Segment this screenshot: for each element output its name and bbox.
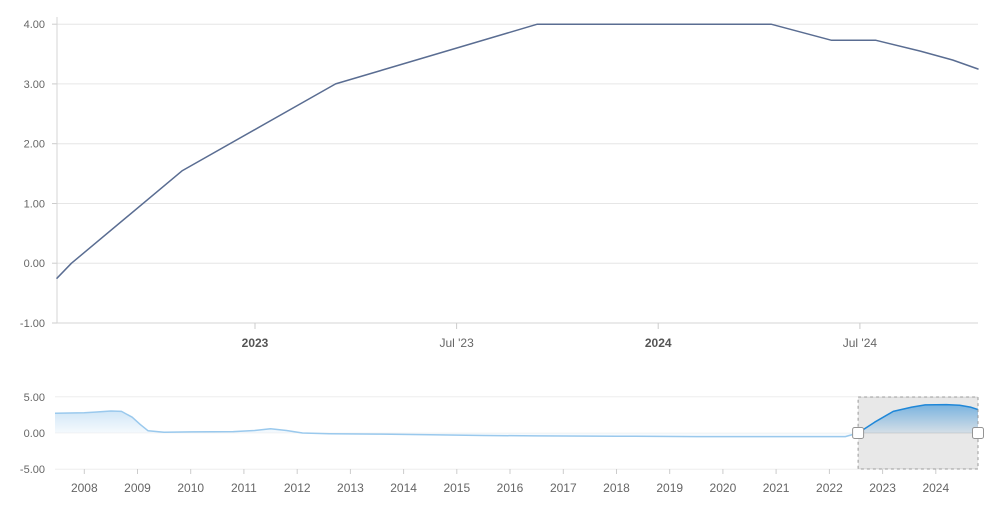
- navigator-handle-right[interactable]: [972, 427, 984, 439]
- navigator-x-axis-label: 2021: [763, 481, 790, 495]
- navigator-x-axis-label: 2010: [177, 481, 204, 495]
- navigator-x-axis-label: 2023: [869, 481, 896, 495]
- y-axis-label: -1.00: [20, 318, 45, 330]
- navigator-x-axis-label: 2012: [284, 481, 311, 495]
- navigator-x-axis-label: 2019: [656, 481, 683, 495]
- navigator-y-axis-label: 5.00: [24, 392, 45, 404]
- y-axis-label: 2.00: [24, 139, 45, 151]
- x-axis-label: Jul '24: [843, 336, 878, 350]
- navigator-x-axis-label: 2016: [497, 481, 524, 495]
- navigator-x-axis-label: 2024: [922, 481, 949, 495]
- navigator-x-axis-label: 2017: [550, 481, 577, 495]
- navigator-x-axis-label: 2009: [124, 481, 151, 495]
- navigator-x-axis-label: 2020: [710, 481, 737, 495]
- navigator-x-axis-label: 2014: [390, 481, 417, 495]
- y-axis-label: 4.00: [24, 19, 45, 31]
- navigator-x-axis-label: 2008: [71, 481, 98, 495]
- navigator-handle-left[interactable]: [852, 427, 865, 439]
- navigator-mask-outside: [55, 397, 859, 469]
- navigator-y-axis-label: -5.00: [20, 464, 45, 476]
- main-series-line[interactable]: [56, 23, 979, 279]
- x-axis-label: 2024: [645, 336, 672, 350]
- x-axis-label: Jul '23: [439, 336, 474, 350]
- navigator-x-axis-label: 2022: [816, 481, 843, 495]
- navigator-pane[interactable]: 5.00 0.00 -5.00 2008 2009 2010 2011 2012 2013 201…: [20, 392, 984, 495]
- y-axis-label: 1.00: [24, 199, 45, 211]
- y-axis-label: 3.00: [24, 79, 45, 91]
- navigator-x-axis-label: 2018: [603, 481, 630, 495]
- x-axis-label: 2023: [242, 336, 269, 350]
- navigator-y-axis-label: 0.00: [24, 428, 45, 440]
- main-chart-pane[interactable]: 4.00 3.00 2.00 1.00 0.00 -1.00 2023 Jul '23 2024…: [20, 17, 979, 350]
- y-axis-label: 0.00: [24, 258, 45, 270]
- navigator-x-axis-label: 2011: [231, 481, 257, 495]
- navigator-x-axis-label: 2013: [337, 481, 364, 495]
- navigator-x-axis-label: 2015: [443, 481, 470, 495]
